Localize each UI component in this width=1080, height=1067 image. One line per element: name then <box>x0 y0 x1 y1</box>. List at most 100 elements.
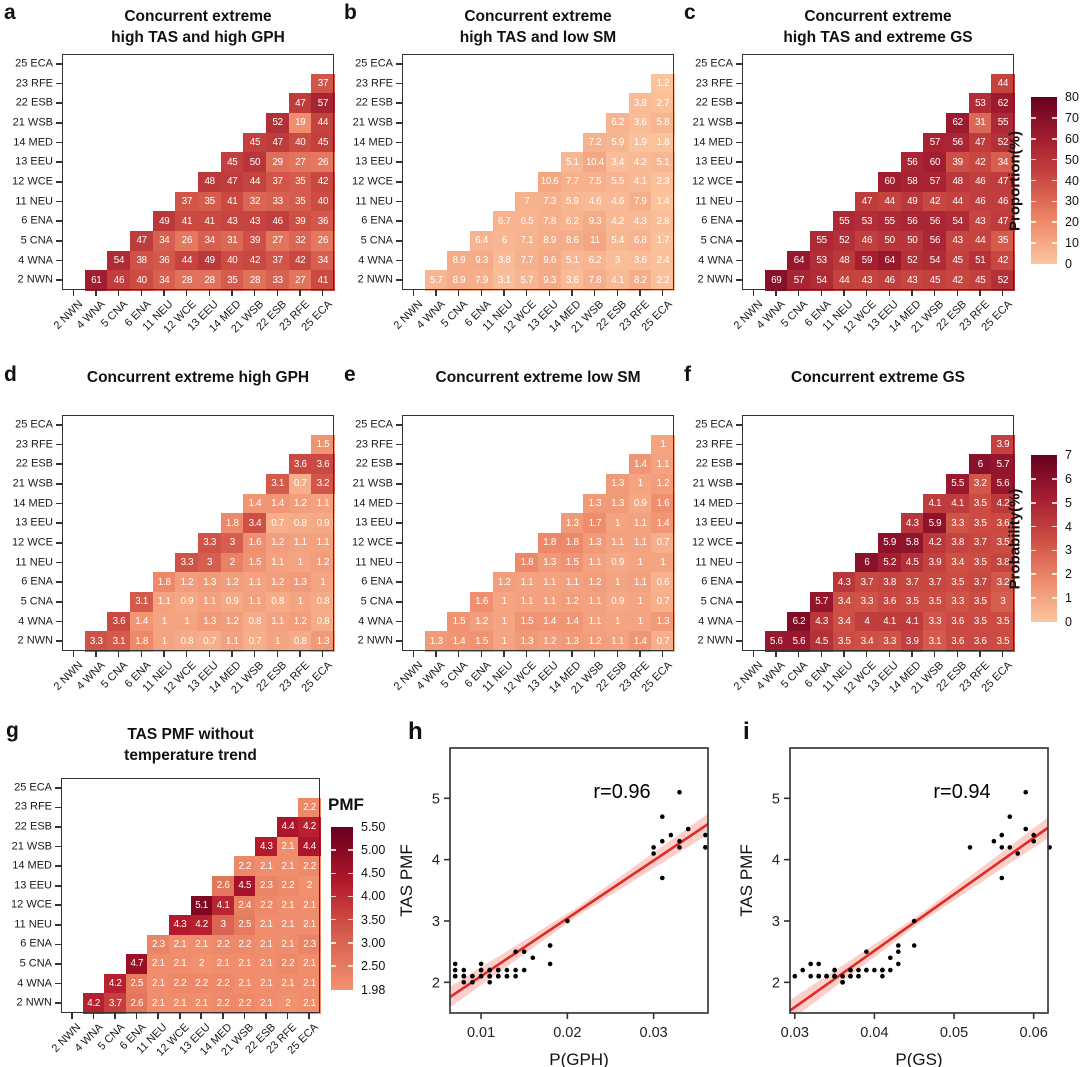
colorbar-tick-mark <box>1031 501 1036 504</box>
heatmap-cell: 3.5 <box>900 592 924 613</box>
heatmap-cell: 5.9 <box>560 191 584 212</box>
panel-h: h 0.01 0.02 0.03 2 3 4 5 r=0.96 P(GPH) TAS PMF <box>380 712 715 1067</box>
heatmap-cell: 7.8 <box>538 211 562 232</box>
heatmap-cell: 3.3 <box>946 513 970 534</box>
y-axis-label: 11 NEU <box>15 195 53 207</box>
heatmap-cell: 6.7 <box>492 211 516 232</box>
heatmap-cell: 2.2 <box>233 856 256 877</box>
heatmap-cell: 1.3 <box>560 631 584 652</box>
heatmap-cell: 3.6 <box>968 631 992 652</box>
correlation-annotation: r=0.94 <box>933 781 990 803</box>
data-point <box>840 980 845 985</box>
heatmap-cell: 3.5 <box>968 592 992 613</box>
y-axis-label: 14 MED <box>693 497 733 509</box>
heatmap-cell: 5.6 <box>991 474 1015 495</box>
heatmap-cell: 1 <box>152 631 176 652</box>
heatmap-cell: 1 <box>628 611 652 632</box>
x-tick-mark <box>820 651 823 657</box>
colorbar-tick-label: 1.98 <box>361 982 386 997</box>
heatmap-cell: 1.3 <box>515 631 539 652</box>
data-point <box>1023 789 1028 795</box>
heatmap-cell: 4.3 <box>168 915 192 936</box>
panel-d-title: Concurrent extreme high GPH <box>86 369 310 386</box>
y-tick-mark <box>56 161 62 163</box>
heatmap-cell: 2.1 <box>190 993 213 1014</box>
heatmap-cell: 6.2 <box>583 250 607 271</box>
y-tick-mark <box>56 620 62 623</box>
y-tick-mark <box>55 1002 61 1004</box>
y-axis-label: 5 CNA <box>20 595 53 608</box>
y-tick-mark <box>736 502 742 505</box>
heatmap-cell: 32 <box>288 231 312 252</box>
y-tick-mark <box>396 141 402 144</box>
heatmap-cell: 50 <box>243 152 267 173</box>
heatmap-cell: 2.1 <box>276 973 299 994</box>
heatmap-cell: 1.1 <box>311 493 335 514</box>
heatmap-cell: 49 <box>152 211 176 232</box>
heatmap-cell: 4.2 <box>923 533 947 554</box>
y-tick-mark <box>396 522 402 524</box>
heatmap-cell: 64 <box>878 250 902 271</box>
y-tick-mark <box>55 982 61 985</box>
heatmap-cell: 62 <box>946 113 970 134</box>
heatmap-cell: 2.1 <box>298 954 321 975</box>
heatmap-cell: 2.1 <box>255 856 278 877</box>
heatmap-cell: 1.4 <box>560 611 584 632</box>
heatmap-cell: 1.3 <box>198 611 222 632</box>
heatmap-cell: 43 <box>968 211 992 232</box>
colorbar-tick-label: 40 <box>1065 173 1079 188</box>
x-tick-mark <box>752 290 755 296</box>
y-tick-mark <box>55 904 61 907</box>
data-point <box>1023 826 1028 832</box>
heatmap-cell: 3.6 <box>311 454 335 475</box>
colorbar-tick-mark <box>1031 478 1036 480</box>
y-tick-mark <box>396 443 402 446</box>
heatmap-cell: 1.2 <box>583 631 607 652</box>
heatmap-cell: 7.2 <box>583 132 607 153</box>
y-tick-mark <box>55 924 61 926</box>
colorbar-probability-title: Probability(%) <box>1006 488 1024 589</box>
y-tick-mark <box>56 463 62 465</box>
heatmap-cell: 28 <box>243 270 267 291</box>
y-tick-mark <box>55 806 61 809</box>
heatmap-cell: 0.7 <box>243 631 267 652</box>
colorbar-tick-mark <box>348 849 353 851</box>
heatmap-cell: 2.1 <box>298 915 321 936</box>
y-axis-label: 2 NWN <box>16 996 52 1009</box>
heatmap-cell: 38 <box>130 250 154 271</box>
panel-e-heatmap: 25 ECA 1 23 RFE 1.4 1.1 22 ESB 1.3 1 1.2 21 WSB 1.… <box>340 360 680 712</box>
data-point <box>513 949 518 954</box>
x-tick-mark <box>412 651 415 657</box>
heatmap-cell: 44 <box>991 73 1015 94</box>
data-point <box>888 967 893 973</box>
heatmap-cell: 2.7 <box>651 93 675 114</box>
heatmap-cell: 6.2 <box>560 211 584 232</box>
heatmap-cell: 2 <box>276 993 299 1014</box>
heatmap-cell: 5.7 <box>515 270 539 291</box>
y-axis-label: 4 WNA <box>358 615 393 627</box>
heatmap-cell: 0.8 <box>175 631 199 652</box>
colorbar-tick-mark <box>1031 525 1036 528</box>
y-axis-label: 25 ECA <box>355 57 393 70</box>
y-axis-label: 12 WCE <box>692 536 733 549</box>
data-point <box>832 973 837 979</box>
heatmap-cell: 46 <box>968 172 992 193</box>
data-point <box>999 832 1005 838</box>
data-point <box>487 973 492 979</box>
x-tick-mark <box>865 290 868 296</box>
colorbar-tick-mark <box>1031 573 1036 576</box>
heatmap-cell: 3.6 <box>878 592 902 613</box>
heatmap-cell: 1.5 <box>243 552 267 573</box>
x-tick-mark <box>593 651 596 657</box>
colorbar-tick-label: 3 <box>1065 543 1072 558</box>
colorbar-tick-mark <box>1052 137 1057 140</box>
y-tick-mark <box>56 424 62 426</box>
x-tick-mark <box>72 651 75 657</box>
panel-d-letter: d <box>4 363 17 386</box>
heatmap-cell: 1.8 <box>130 631 154 652</box>
colorbar-tick-mark <box>331 849 336 851</box>
y-tick-mark <box>56 122 62 124</box>
heatmap-cell: 44 <box>175 250 199 271</box>
heatmap-cell: 4.4 <box>276 817 299 838</box>
colorbar-tick-label: 1 <box>1065 590 1072 605</box>
